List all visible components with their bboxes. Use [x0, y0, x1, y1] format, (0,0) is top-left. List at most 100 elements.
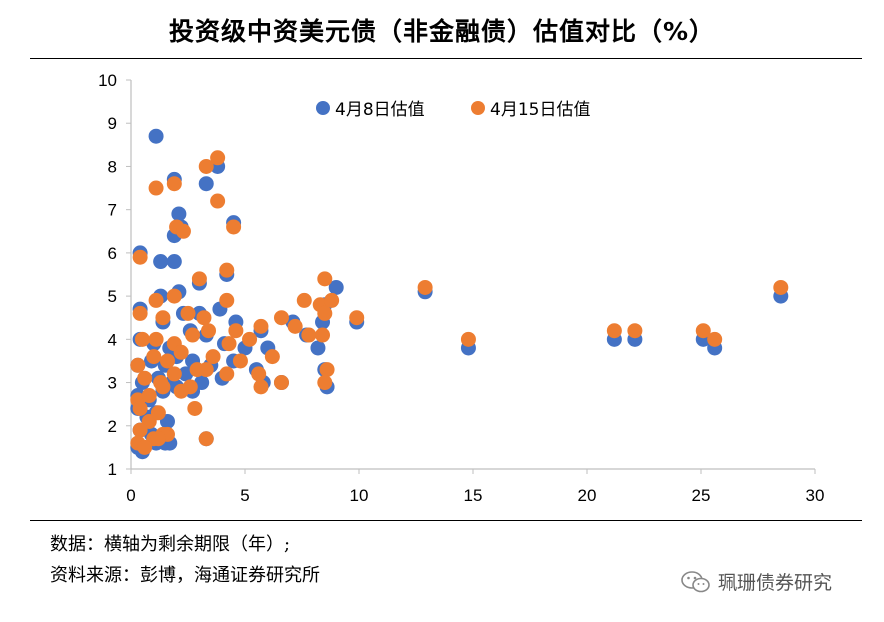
- data-point: [155, 379, 171, 395]
- wechat-icon: [681, 570, 710, 592]
- chart-title: 投资级中资美元债（非金融债）估值对比（%）: [168, 17, 716, 46]
- chart-legend: 4月8日估值 4月15日估值: [316, 100, 590, 120]
- data-point: [198, 176, 214, 192]
- data-point: [251, 366, 267, 382]
- data-point: [198, 362, 214, 378]
- watermark-text: 珮珊债券研究: [718, 572, 833, 594]
- y-tick-label: 9: [108, 114, 117, 133]
- y-tick-label: 3: [108, 374, 117, 393]
- data-point: [173, 383, 189, 399]
- watermark: 珮珊债券研究: [680, 568, 832, 595]
- data-point: [627, 323, 643, 339]
- data-point: [159, 353, 175, 369]
- data-point: [310, 340, 326, 356]
- legend-marker: [316, 101, 330, 115]
- data-point: [148, 331, 164, 347]
- data-point: [460, 331, 476, 347]
- data-point: [166, 176, 182, 192]
- x-tick-label: 15: [464, 486, 483, 505]
- data-point: [301, 327, 317, 343]
- data-point: [242, 331, 258, 347]
- data-point: [324, 292, 340, 308]
- data-point: [205, 349, 221, 365]
- data-point: [130, 357, 146, 373]
- data-point: [606, 323, 622, 339]
- data-point: [196, 310, 212, 326]
- x-tick-label: 20: [578, 486, 597, 505]
- data-point: [221, 336, 237, 352]
- data-point: [226, 219, 242, 235]
- data-point: [210, 193, 226, 209]
- data-point: [773, 279, 789, 295]
- data-note: 数据：横轴为剩余期限（年）;: [50, 534, 291, 555]
- data-point: [141, 388, 157, 404]
- data-point: [166, 254, 182, 270]
- data-point: [148, 128, 164, 144]
- x-tick-label: 5: [240, 486, 249, 505]
- data-point: [175, 223, 191, 239]
- data-point: [317, 271, 333, 287]
- legend-label: 4月15日估值: [490, 100, 590, 120]
- data-point: [166, 366, 182, 382]
- data-point: [132, 400, 148, 416]
- data-point: [287, 318, 303, 334]
- data-point: [137, 370, 153, 386]
- data-point: [187, 400, 203, 416]
- data-point: [695, 323, 711, 339]
- data-point: [146, 349, 162, 365]
- series-2-points: [130, 150, 789, 455]
- data-point: [328, 279, 344, 295]
- legend-marker: [471, 101, 485, 115]
- y-tick-label: 6: [108, 244, 117, 263]
- data-point: [166, 288, 182, 304]
- data-point: [191, 271, 207, 287]
- data-point: [219, 262, 235, 278]
- data-point: [153, 254, 169, 270]
- data-point: [150, 405, 166, 421]
- data-point: [219, 366, 235, 382]
- y-tick-label: 5: [108, 287, 117, 306]
- data-point: [155, 310, 171, 326]
- data-point: [219, 292, 235, 308]
- data-point: [178, 366, 194, 382]
- data-point: [228, 323, 244, 339]
- data-point: [134, 331, 150, 347]
- data-point: [253, 379, 269, 395]
- scatter-chart: 1 2 3 4 5 6 7 8 9 10 0 5 10 15 20 25 30 4月8日估值 4月15日估值: [98, 71, 824, 505]
- data-point: [296, 292, 312, 308]
- data-point: [132, 305, 148, 321]
- data-point: [315, 327, 331, 343]
- y-tick-label: 2: [108, 417, 117, 436]
- top-rule: [30, 58, 862, 59]
- y-tick-label: 4: [108, 330, 117, 349]
- data-point: [148, 180, 164, 196]
- data-point: [417, 279, 433, 295]
- legend-label: 4月8日估值: [335, 100, 425, 120]
- data-point: [273, 375, 289, 391]
- data-point: [171, 206, 187, 222]
- y-tick-label: 1: [108, 460, 117, 479]
- data-point: [198, 158, 214, 174]
- chart-axes: 1 2 3 4 5 6 7 8 9 10 0 5 10 15 20 25 30: [98, 71, 824, 505]
- y-tick-label: 7: [108, 201, 117, 220]
- data-point: [132, 249, 148, 265]
- data-point: [198, 431, 214, 447]
- data-point: [137, 439, 153, 455]
- data-point: [273, 310, 289, 326]
- source-note: 资料来源：彭博，海通证券研究所: [50, 565, 320, 586]
- data-point: [173, 344, 189, 360]
- y-tick-label: 10: [98, 71, 117, 90]
- y-tick-label: 8: [108, 157, 117, 176]
- chart-marks: [130, 128, 789, 460]
- x-tick-label: 25: [692, 486, 711, 505]
- data-point: [317, 305, 333, 321]
- data-point: [201, 323, 217, 339]
- data-point: [317, 375, 333, 391]
- data-point: [319, 362, 335, 378]
- data-point: [180, 305, 196, 321]
- bottom-rule: [30, 520, 862, 521]
- data-point: [210, 150, 226, 166]
- data-point: [264, 349, 280, 365]
- data-point: [232, 353, 248, 369]
- x-tick-label: 10: [350, 486, 369, 505]
